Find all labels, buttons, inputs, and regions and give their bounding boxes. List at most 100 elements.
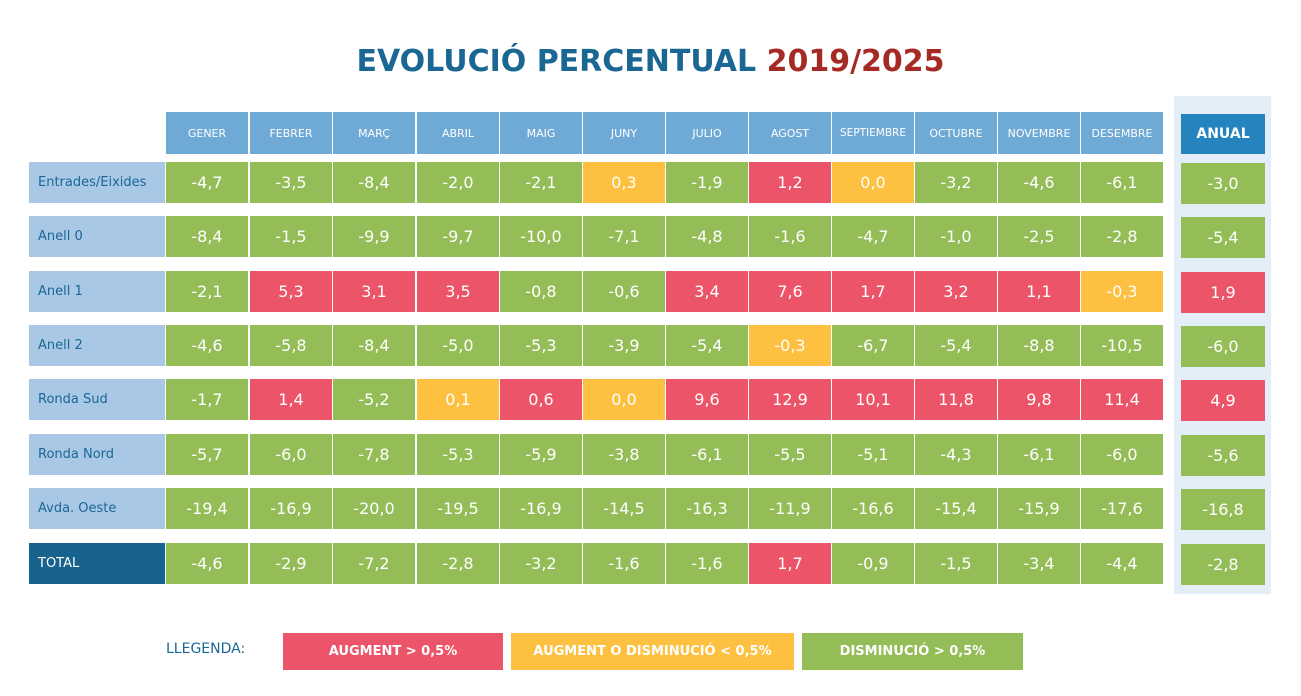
- data-cell: -3,2: [915, 162, 997, 203]
- data-cell: -4,6: [998, 162, 1080, 203]
- data-cell: -3,9: [583, 325, 665, 366]
- data-cell: -6,0: [250, 434, 332, 475]
- data-cell: -14,5: [583, 488, 665, 529]
- data-cell: -5,1: [832, 434, 914, 475]
- data-cell: 3,4: [666, 271, 748, 312]
- column-header: DESEMBRE: [1081, 112, 1163, 154]
- data-cell: 12,9: [749, 379, 831, 420]
- data-cell: -19,4: [166, 488, 248, 529]
- data-cell: -6,0: [1081, 434, 1163, 475]
- data-cell: -1,5: [250, 216, 332, 257]
- data-cell: -2,8: [1081, 216, 1163, 257]
- data-cell: 0,3: [583, 162, 665, 203]
- data-cell: -16,9: [500, 488, 582, 529]
- data-cell: -6,1: [1081, 162, 1163, 203]
- column-header: NOVEMBRE: [998, 112, 1080, 154]
- annual-cell: -2,8: [1181, 544, 1265, 585]
- data-cell: -15,9: [998, 488, 1080, 529]
- data-cell: -6,1: [666, 434, 748, 475]
- data-cell: 3,2: [915, 271, 997, 312]
- data-cell: -19,5: [417, 488, 499, 529]
- row-label: Entrades/Eixides: [29, 162, 165, 203]
- data-cell: 11,4: [1081, 379, 1163, 420]
- data-cell: 11,8: [915, 379, 997, 420]
- data-cell: 5,3: [250, 271, 332, 312]
- title-years: 2019/2025: [766, 44, 945, 79]
- data-cell: -1,6: [666, 543, 748, 584]
- data-cell: -2,1: [166, 271, 248, 312]
- data-cell: -0,6: [583, 271, 665, 312]
- column-header: AGOST: [749, 112, 831, 154]
- data-cell: 0,6: [500, 379, 582, 420]
- data-cell: -5,8: [250, 325, 332, 366]
- column-header: MAIG: [500, 112, 582, 154]
- legend-item: AUGMENT > 0,5%: [283, 633, 503, 670]
- data-cell: -7,2: [333, 543, 415, 584]
- data-cell: 9,8: [998, 379, 1080, 420]
- column-header: SEPTIEMBRE: [832, 112, 914, 154]
- data-cell: -1,7: [166, 379, 248, 420]
- annual-cell: -16,8: [1181, 489, 1265, 530]
- page-title: EVOLUCIÓ PERCENTUAL 2019/2025: [0, 44, 1301, 79]
- data-cell: -3,4: [998, 543, 1080, 584]
- column-header: GENER: [166, 112, 248, 154]
- row-label: TOTAL: [29, 543, 165, 584]
- annual-cell: -6,0: [1181, 326, 1265, 367]
- data-cell: -0,3: [1081, 271, 1163, 312]
- data-cell: -3,2: [500, 543, 582, 584]
- data-cell: -11,9: [749, 488, 831, 529]
- data-cell: -2,0: [417, 162, 499, 203]
- data-cell: -1,9: [666, 162, 748, 203]
- data-cell: 0,0: [583, 379, 665, 420]
- data-cell: -5,3: [417, 434, 499, 475]
- data-cell: -4,6: [166, 543, 248, 584]
- annual-cell: -3,0: [1181, 163, 1265, 204]
- data-cell: -5,0: [417, 325, 499, 366]
- data-cell: -6,7: [832, 325, 914, 366]
- data-cell: -1,6: [749, 216, 831, 257]
- data-cell: 0,0: [832, 162, 914, 203]
- row-label: Ronda Nord: [29, 434, 165, 475]
- data-cell: 7,6: [749, 271, 831, 312]
- row-label: Anell 2: [29, 325, 165, 366]
- data-cell: -2,1: [500, 162, 582, 203]
- annual-cell: 1,9: [1181, 272, 1265, 313]
- data-cell: -5,4: [915, 325, 997, 366]
- row-label: Ronda Sud: [29, 379, 165, 420]
- data-cell: -4,4: [1081, 543, 1163, 584]
- title-main: EVOLUCIÓ PERCENTUAL: [356, 44, 757, 79]
- legend-item: AUGMENT O DISMINUCIÓ < 0,5%: [511, 633, 794, 670]
- annual-header: ANUAL: [1181, 114, 1265, 154]
- data-cell: -4,8: [666, 216, 748, 257]
- data-cell: 10,1: [832, 379, 914, 420]
- data-cell: -15,4: [915, 488, 997, 529]
- data-cell: -2,5: [998, 216, 1080, 257]
- data-cell: -10,5: [1081, 325, 1163, 366]
- data-cell: -3,5: [250, 162, 332, 203]
- data-cell: -16,6: [832, 488, 914, 529]
- data-cell: -0,8: [500, 271, 582, 312]
- data-cell: -5,7: [166, 434, 248, 475]
- data-cell: 1,7: [832, 271, 914, 312]
- data-cell: -8,8: [998, 325, 1080, 366]
- data-cell: -2,8: [417, 543, 499, 584]
- column-header: OCTUBRE: [915, 112, 997, 154]
- data-cell: -4,7: [832, 216, 914, 257]
- column-header: ABRIL: [417, 112, 499, 154]
- data-cell: -5,3: [500, 325, 582, 366]
- data-cell: -8,4: [166, 216, 248, 257]
- data-cell: -3,8: [583, 434, 665, 475]
- data-cell: -4,3: [915, 434, 997, 475]
- data-cell: -1,0: [915, 216, 997, 257]
- data-cell: -7,8: [333, 434, 415, 475]
- data-cell: -5,4: [666, 325, 748, 366]
- data-cell: -4,7: [166, 162, 248, 203]
- data-cell: -16,3: [666, 488, 748, 529]
- data-cell: 1,4: [250, 379, 332, 420]
- column-header: JUNY: [583, 112, 665, 154]
- data-cell: -4,6: [166, 325, 248, 366]
- data-cell: -8,4: [333, 162, 415, 203]
- annual-cell: 4,9: [1181, 380, 1265, 421]
- data-cell: -0,9: [832, 543, 914, 584]
- row-label: Anell 1: [29, 271, 165, 312]
